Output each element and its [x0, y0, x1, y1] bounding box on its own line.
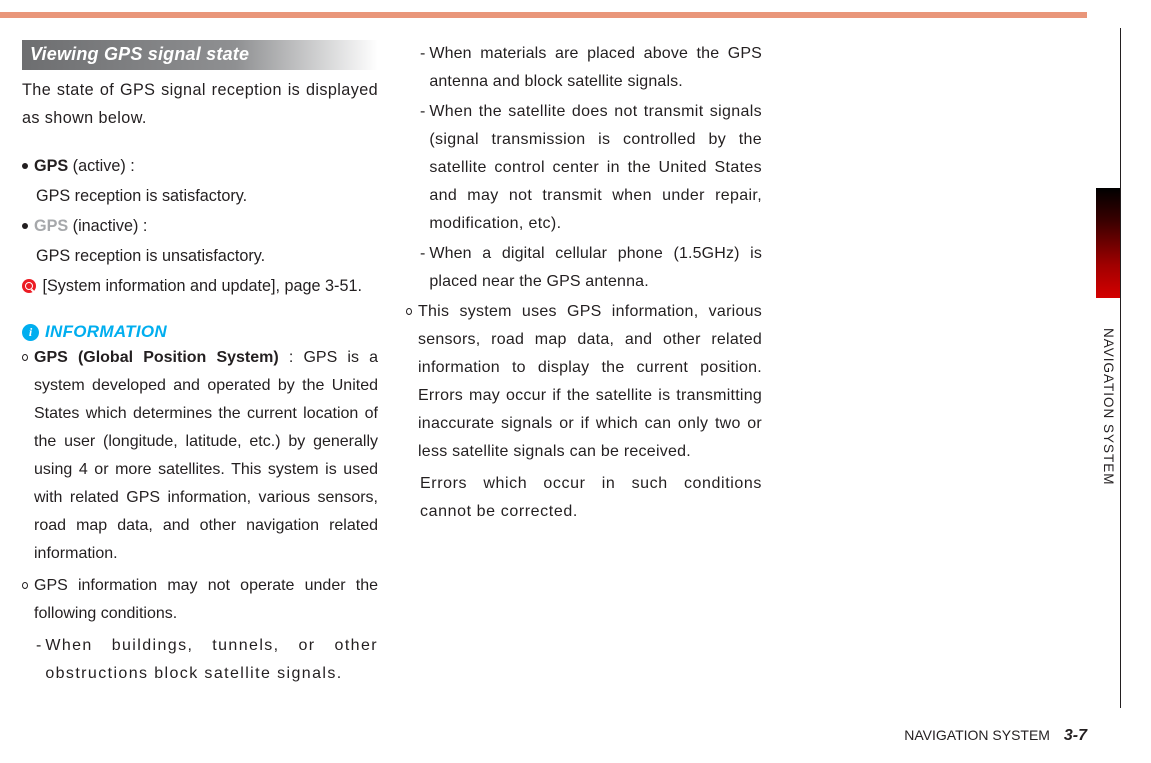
condition-sub-1: - When buildings, tunnels, or other obst… — [22, 632, 378, 690]
information-title: INFORMATION — [45, 322, 167, 342]
info-item-gps-definition: GPS (Global Position System) : GPS is a … — [22, 344, 378, 570]
condition-sub-4: - When a digital cellular phone (1.5GHz)… — [406, 240, 762, 298]
side-tab-label: NAVIGATION SYSTEM — [1101, 328, 1116, 486]
body-columns: Viewing GPS signal state The state of GP… — [22, 40, 762, 700]
condition-text: When buildings, tunnels, or other obstru… — [45, 632, 378, 688]
gps-inactive-row: GPS (inactive) : — [22, 212, 378, 242]
dash-icon: - — [36, 632, 41, 660]
section-header: Viewing GPS signal state — [22, 40, 378, 70]
reference-line: [System information and update], page 3-… — [22, 272, 378, 300]
top-accent-bar — [0, 12, 1087, 18]
bullet-dot-icon — [22, 163, 28, 169]
condition-sub-2: - When materials are placed above the GP… — [406, 40, 762, 98]
page-footer: NAVIGATION SYSTEM 3-7 — [904, 727, 1087, 745]
dash-icon: - — [420, 40, 425, 68]
bullet-dot-icon — [22, 223, 28, 229]
intro-text: The state of GPS signal reception is dis… — [22, 76, 378, 132]
hollow-bullet-icon — [22, 354, 28, 361]
dash-icon: - — [420, 240, 425, 268]
info-icon: i — [22, 324, 39, 341]
gps-inactive-label: GPS (inactive) : — [34, 212, 378, 240]
page: Viewing GPS signal state The state of GP… — [0, 0, 1151, 763]
hollow-bullet-icon — [22, 582, 28, 589]
side-tab-gradient — [1096, 188, 1120, 298]
condition-text: When a digital cellular phone (1.5GHz) i… — [429, 240, 762, 296]
info-text: This system uses GPS information, variou… — [418, 298, 762, 466]
gps-inactive-desc: GPS reception is unsatisfactory. — [22, 242, 378, 270]
info-text: GPS information may not operate under th… — [34, 572, 378, 628]
info-text: GPS (Global Position System) : GPS is a … — [34, 344, 378, 568]
dash-icon: - — [420, 98, 425, 126]
condition-sub-3: - When the satellite does not transmit s… — [406, 98, 762, 240]
info-item-errors: This system uses GPS information, variou… — [406, 298, 762, 468]
hollow-bullet-icon — [406, 308, 412, 315]
footer-page-number: 3-7 — [1064, 727, 1087, 744]
information-header: i INFORMATION — [22, 322, 378, 342]
info-item-conditions: GPS information may not operate under th… — [22, 572, 378, 630]
footer-section-label: NAVIGATION SYSTEM — [904, 727, 1050, 743]
info-trailer: Errors which occur in such conditions ca… — [406, 470, 762, 526]
condition-text: When materials are placed above the GPS … — [429, 40, 762, 96]
gps-active-row: GPS (active) : — [22, 152, 378, 182]
magnifier-icon — [22, 279, 36, 293]
side-tab: NAVIGATION SYSTEM — [1087, 28, 1121, 708]
gps-active-desc: GPS reception is satisfactory. — [22, 182, 378, 210]
condition-text: When the satellite does not transmit sig… — [429, 98, 762, 238]
gps-active-label: GPS (active) : — [34, 152, 378, 180]
